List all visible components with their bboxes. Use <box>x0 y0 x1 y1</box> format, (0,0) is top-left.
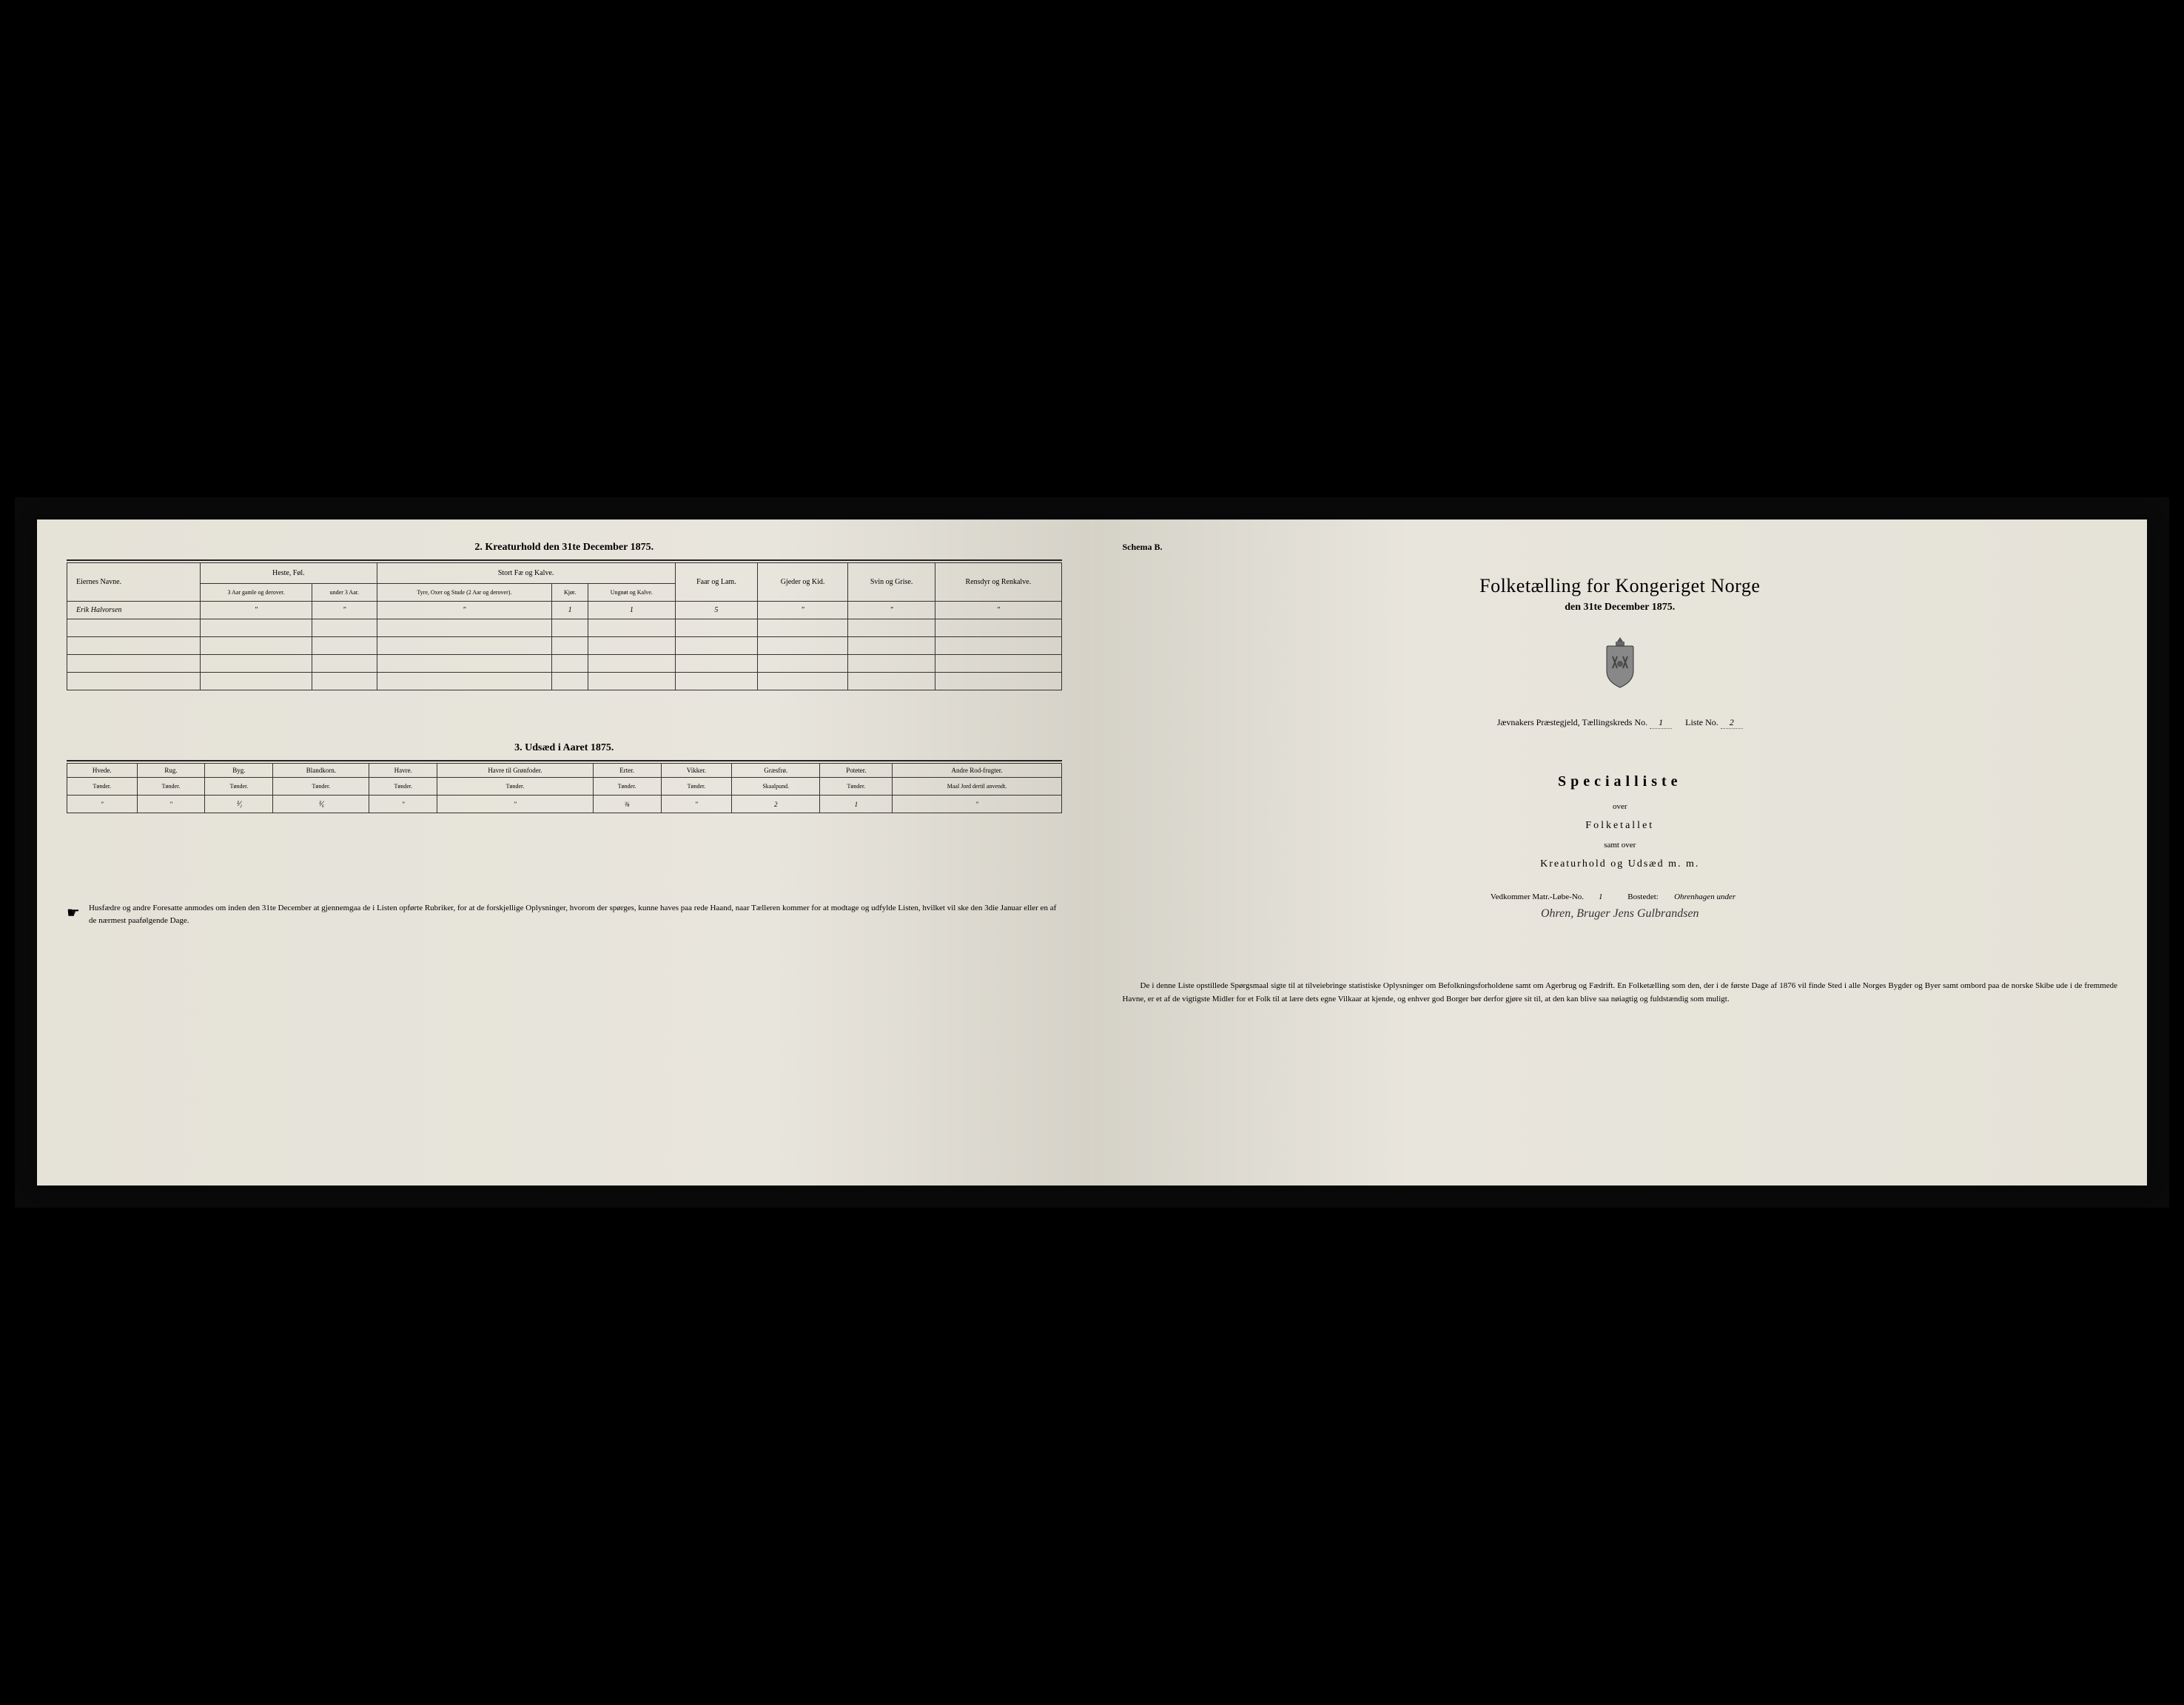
cell: " <box>661 796 732 813</box>
unit: Tønder. <box>661 778 732 796</box>
unit: Tønder. <box>137 778 205 796</box>
table-header-row: Hvede. Rug. Byg. Blandkorn. Havre. Havre… <box>67 764 1062 778</box>
col-poteter: Poteter. <box>820 764 893 778</box>
col-stort: Stort Fæ og Kalve. <box>377 563 675 584</box>
col-erter: Erter. <box>593 764 661 778</box>
cell-name: Erik Halvorsen <box>67 602 201 619</box>
parish-line: Jævnakers Præstegjeld, Tællingskreds No.… <box>1123 717 2118 729</box>
cell: 5 <box>675 602 758 619</box>
divider <box>67 559 1062 561</box>
table-row: Erik Halvorsen " " " 1 1 5 " " " <box>67 602 1062 619</box>
vedkommer-label: Vedkommer Matr.-Løbe-No. <box>1491 892 1584 901</box>
col-faar: Faar og Lam. <box>675 563 758 602</box>
unit: Tønder. <box>369 778 437 796</box>
bostedet-label: Bostedet: <box>1627 892 1659 901</box>
col-rug: Rug. <box>137 764 205 778</box>
folketallet-text: Folketallet <box>1123 820 2118 832</box>
unit: Tønder. <box>205 778 273 796</box>
right-footer: De i denne Liste opstillede Spørgsmaal s… <box>1123 980 2118 1006</box>
col-hvede: Hvede. <box>67 764 138 778</box>
table-row <box>67 619 1062 637</box>
parish-no: 1 <box>1650 717 1672 729</box>
section2-title: 2. Kreaturhold den 31te December 1875. <box>67 542 1062 554</box>
kreaturhold-table: Eiernes Navne. Heste, Føl. Stort Fæ og K… <box>67 562 1062 690</box>
col-blandkorn: Blandkorn. <box>273 764 369 778</box>
kreaturhold-text: Kreaturhold og Udsæd m. m. <box>1123 858 2118 870</box>
document-frame: 2. Kreaturhold den 31te December 1875. E… <box>15 497 2169 1208</box>
col-havre-gron: Havre til Grønfoder. <box>437 764 593 778</box>
samt-over-text: samt over <box>1123 841 2118 850</box>
cell: 1 <box>820 796 893 813</box>
bostedet-value: Ohrenhagen under <box>1661 892 1750 901</box>
pointing-hand-icon: ☛ <box>67 902 80 927</box>
section3-title: 3. Udsæd i Aaret 1875. <box>67 742 1062 754</box>
col-havre: Havre. <box>369 764 437 778</box>
cell: " <box>67 796 138 813</box>
sub-stort2: Kjør. <box>552 584 588 602</box>
cell: " <box>893 796 1061 813</box>
table-subheader-row: Tønder. Tønder. Tønder. Tønder. Tønder. … <box>67 778 1062 796</box>
col-vikker: Vikker. <box>661 764 732 778</box>
left-footer: ☛ Husfædre og andre Foresatte anmodes om… <box>67 902 1062 927</box>
unit: Tønder. <box>273 778 369 796</box>
col-graesfro: Græsfrø. <box>732 764 820 778</box>
table-row <box>67 673 1062 690</box>
specialliste-title: Specialliste <box>1123 773 2118 790</box>
schema-label: Schema B. <box>1123 542 2118 553</box>
liste-label: Liste No. <box>1685 717 1718 727</box>
cell: ⅟₆ <box>273 796 369 813</box>
table-row <box>67 637 1062 655</box>
table-row: " " ⅟₂ ⅟₆ " " ⅜ " 2 1 " <box>67 796 1062 813</box>
handwritten-line: Ohren, Bruger Jens Gulbrandsen <box>1123 907 2118 921</box>
col-byg: Byg. <box>205 764 273 778</box>
cell: 1 <box>588 602 675 619</box>
col-rensdyr: Rensdyr og Renkalve. <box>935 563 1061 602</box>
sub-stort1: Tyre, Oxer og Stude (2 Aar og derover). <box>377 584 551 602</box>
right-page: Schema B. Folketælling for Kongeriget No… <box>1093 519 2148 1186</box>
unit: Skaalpund. <box>732 778 820 796</box>
table-header-row: Eiernes Navne. Heste, Føl. Stort Fæ og K… <box>67 563 1062 584</box>
sub-heste2: under 3 Aar. <box>312 584 377 602</box>
udsaed-table: Hvede. Rug. Byg. Blandkorn. Havre. Havre… <box>67 763 1062 813</box>
cell: " <box>312 602 377 619</box>
col-eiernes: Eiernes Navne. <box>67 563 201 602</box>
sub-heste1: 3 Aar gamle og derover. <box>201 584 312 602</box>
liste-no: 2 <box>1721 717 1743 729</box>
cell: " <box>201 602 312 619</box>
left-page: 2. Kreaturhold den 31te December 1875. E… <box>37 519 1092 1186</box>
unit: Tønder. <box>820 778 893 796</box>
pages-container: 2. Kreaturhold den 31te December 1875. E… <box>37 519 2147 1186</box>
cell: " <box>137 796 205 813</box>
divider <box>67 760 1062 761</box>
footer-text: Husfædre og andre Foresatte anmodes om i… <box>89 902 1062 927</box>
cell: 1 <box>552 602 588 619</box>
vedkommer-line: Vedkommer Matr.-Løbe-No. 1 Bostedet: Ohr… <box>1123 892 2118 901</box>
unit: Maal Jord dertil anvendt. <box>893 778 1061 796</box>
cell: " <box>377 602 551 619</box>
cell: " <box>437 796 593 813</box>
parish-label: Jævnakers Præstegjeld, Tællingskreds No. <box>1497 717 1647 727</box>
cell: " <box>369 796 437 813</box>
sub-stort3: Ungnøt og Kalve. <box>588 584 675 602</box>
cell: ⅟₂ <box>205 796 273 813</box>
table-row <box>67 655 1062 673</box>
col-andre: Andre Rod-frugter. <box>893 764 1061 778</box>
main-title: Folketælling for Kongeriget Norge <box>1123 575 2118 597</box>
col-svin: Svin og Grise. <box>848 563 935 602</box>
unit: Tønder. <box>67 778 138 796</box>
col-gjeder: Gjeder og Kid. <box>758 563 848 602</box>
cell: " <box>758 602 848 619</box>
cell: " <box>848 602 935 619</box>
main-subtitle: den 31te December 1875. <box>1123 602 2118 613</box>
cell: ⅜ <box>593 796 661 813</box>
unit: Tønder. <box>437 778 593 796</box>
cell: " <box>935 602 1061 619</box>
over-text: over <box>1123 802 2118 811</box>
unit: Tønder. <box>593 778 661 796</box>
coat-of-arms-icon <box>1123 636 2118 695</box>
col-heste: Heste, Føl. <box>201 563 377 584</box>
vedkommer-no: 1 <box>1586 892 1616 901</box>
cell: 2 <box>732 796 820 813</box>
